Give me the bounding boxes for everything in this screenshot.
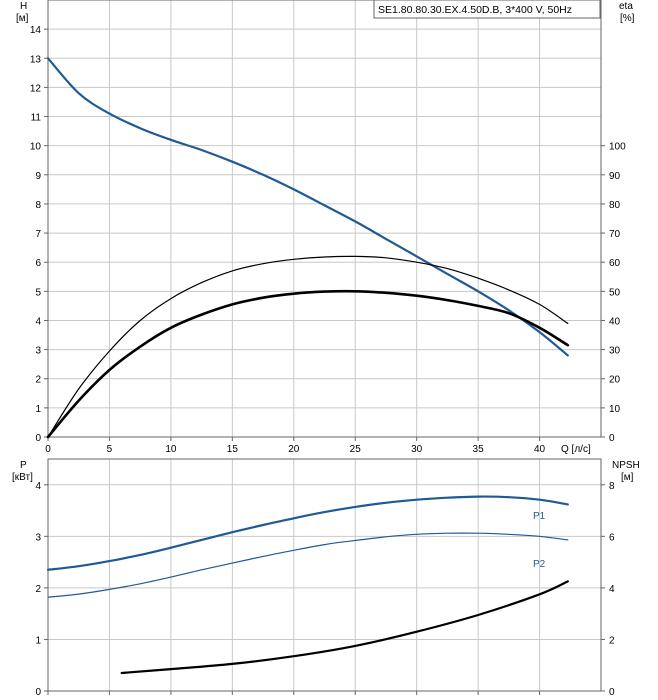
h-axis-unit: [м] [16, 13, 29, 24]
y-left-tick-label: 4 [35, 316, 41, 327]
series-line-eta [47, 255, 569, 438]
x-tick-label: 0 [45, 444, 51, 455]
top-panel-frame [47, 0, 602, 438]
y-left-tick-label: 9 [35, 171, 41, 182]
series-line-h [46, 57, 569, 357]
p-axis-unit: [кВт] [12, 472, 33, 483]
y-left-tick-label: 13 [30, 54, 42, 65]
x-tick-label: 5 [107, 444, 113, 455]
npsh-axis-label: NPSH [612, 460, 640, 471]
y-right-tick-label: 100 [609, 142, 626, 153]
y-left-tick-label: 3 [35, 532, 41, 543]
axis-tick-labels: 0 5 10 15 20 25 30 35 40012345678910111213140102… [30, 25, 626, 698]
y-right-tick-label: 6 [609, 532, 615, 543]
y-left-tick-label: 5 [35, 287, 41, 298]
y-left-tick-label: 6 [35, 258, 41, 269]
p-axis-label: P [20, 460, 27, 471]
y-right-tick-label: 70 [609, 229, 621, 240]
series-line-eta-bold [46, 289, 570, 439]
y-left-tick-label: 10 [30, 142, 42, 153]
x-tick-label: 20 [288, 444, 300, 455]
h-axis-label: H [20, 1, 27, 12]
y-left-tick-label: 8 [35, 200, 41, 211]
y-right-tick-label: 20 [609, 375, 621, 386]
y-left-tick-label: 7 [35, 229, 41, 240]
y-right-tick-label: 10 [609, 404, 621, 415]
top-panel-series [46, 57, 570, 439]
eta-axis-label: eta [619, 1, 633, 12]
y-left-tick-label: 3 [35, 346, 41, 357]
bottom-panel-series [46, 495, 569, 675]
y-right-tick-label: 2 [609, 635, 615, 646]
y-left-tick-label: 0 [35, 433, 41, 444]
series-line-p2 [47, 532, 569, 598]
y-right-tick-label: 50 [609, 287, 621, 298]
y-right-tick-label: 60 [609, 258, 621, 269]
y-left-tick-label: 2 [35, 375, 41, 386]
y-right-tick-label: 30 [609, 346, 621, 357]
y-left-tick-label: 2 [35, 584, 41, 595]
eta-axis-unit: [%] [620, 13, 635, 24]
x-tick-label: 30 [411, 444, 423, 455]
series-line-npsh [120, 580, 569, 675]
y-left-tick-label: 12 [30, 83, 42, 94]
x-tick-label: 40 [534, 444, 546, 455]
y-left-tick-label: 0 [35, 687, 41, 698]
chart-title: SE1.80.80.30.EX.4.50D.B, 3*400 V, 50Hz [378, 4, 572, 16]
x-tick-label: 15 [227, 444, 239, 455]
y-left-tick-label: 11 [31, 113, 42, 124]
x-tick-label: 35 [473, 444, 485, 455]
q-axis-label: Q [л/с] [561, 444, 591, 455]
title-box [373, 0, 601, 19]
y-left-tick-label: 14 [30, 25, 42, 36]
y-right-tick-label: 8 [609, 481, 615, 492]
y-left-tick-label: 1 [35, 404, 41, 415]
y-right-tick-label: 90 [609, 171, 621, 182]
npsh-axis-unit: [м] [621, 472, 634, 483]
y-right-tick-label: 0 [609, 687, 615, 698]
x-tick-label: 25 [350, 444, 362, 455]
series-line-p1 [46, 495, 569, 571]
bottom-panel-frame [47, 458, 602, 692]
bottom-panel-grid [44, 459, 605, 695]
x-tick-label: 10 [165, 444, 177, 455]
top-panel-grid [44, 0, 605, 441]
y-right-tick-label: 80 [609, 200, 621, 211]
y-left-tick-label: 4 [35, 481, 41, 492]
y-right-tick-label: 0 [609, 433, 615, 444]
y-right-tick-label: 4 [609, 584, 615, 595]
y-left-tick-label: 1 [35, 635, 41, 646]
p1-series-label: P1 [533, 511, 546, 522]
p2-series-label: P2 [533, 559, 546, 570]
y-right-tick-label: 40 [609, 316, 621, 327]
